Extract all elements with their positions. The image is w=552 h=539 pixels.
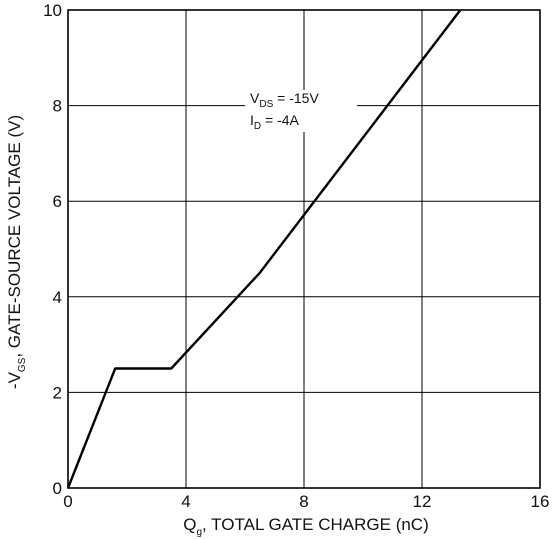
annotation-id: ID = -4A: [250, 112, 300, 132]
x-tick-label: 12: [413, 492, 432, 511]
x-tick-label: 4: [181, 492, 190, 511]
y-tick-label: 10: [43, 1, 62, 20]
grid: [67, 9, 541, 489]
x-tick-label: 8: [299, 492, 308, 511]
y-tick-label: 4: [53, 288, 62, 307]
y-tick-label: 6: [53, 192, 62, 211]
x-tick-label: 0: [63, 492, 72, 511]
x-tick-labels: 0 4 8 12 16: [63, 492, 549, 511]
y-tick-label: 0: [53, 479, 62, 498]
y-axis-title: -VGS, GATE-SOURCE VOLTAGE (V): [5, 115, 28, 389]
series-line: [66, 9, 462, 489]
y-tick-label: 2: [53, 383, 62, 402]
y-tick-label: 8: [53, 97, 62, 116]
plot-frame: [67, 9, 541, 489]
x-tick-label: 16: [531, 492, 550, 511]
y-tick-labels: 0 2 4 6 8 10: [43, 1, 62, 498]
annotation-background: [245, 90, 357, 132]
x-axis-title: Qg, TOTAL GATE CHARGE (nC): [183, 515, 429, 538]
annotation-vds: VDS = -15V: [250, 90, 319, 110]
